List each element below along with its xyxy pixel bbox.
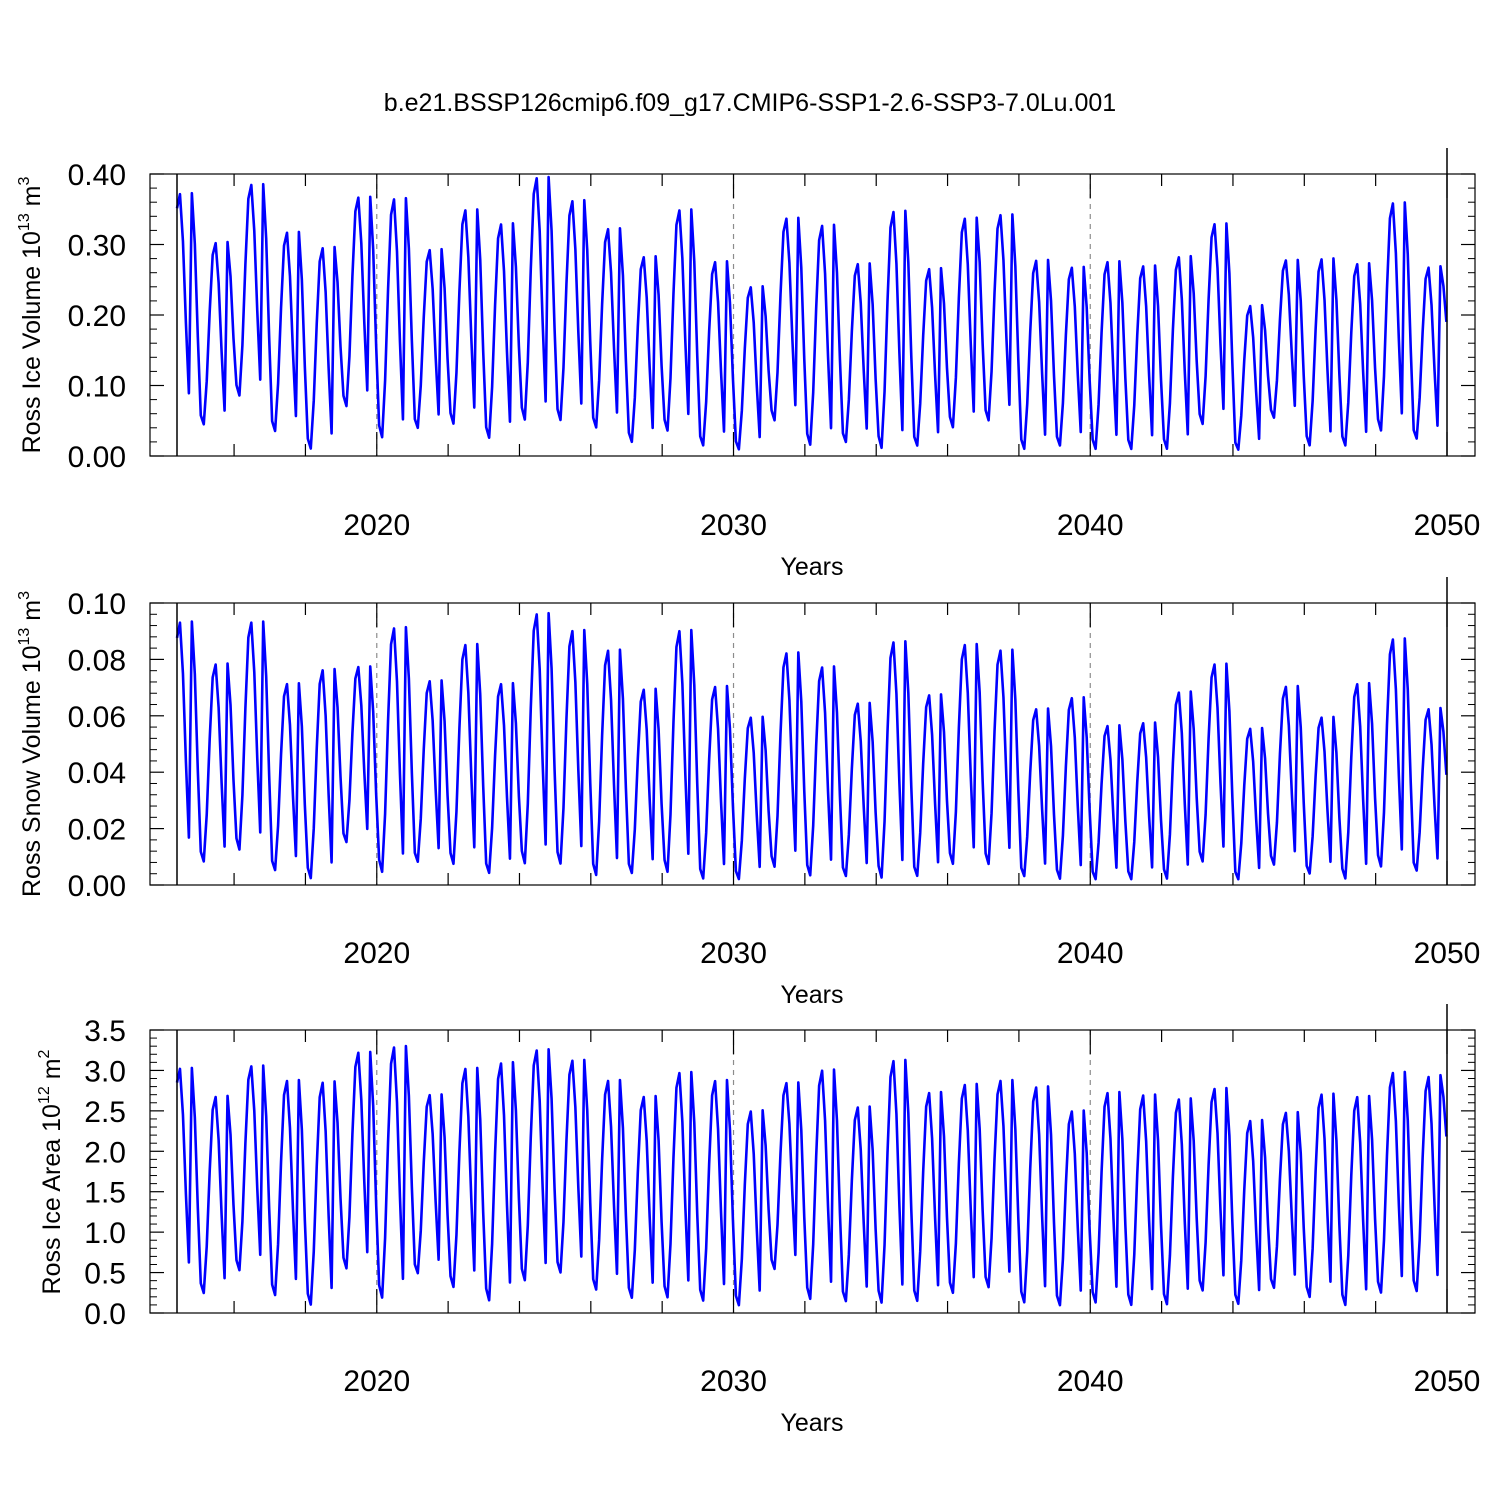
y-tick-label: 2.0	[84, 1136, 126, 1169]
y-tick-label: 0.10	[68, 588, 126, 621]
y-tick-label: 3.0	[84, 1055, 126, 1088]
y-tick-label: 0.04	[68, 757, 126, 790]
y-tick-label: 0.20	[68, 300, 126, 333]
x-tick-label: 2030	[700, 937, 767, 970]
x-tick-label: 2030	[700, 1365, 767, 1398]
x-tick-label: 2020	[343, 937, 410, 970]
x-tick-label: 2050	[1414, 509, 1481, 542]
y-tick-label: 0.10	[68, 371, 126, 404]
x-tick-label: 2020	[343, 1365, 410, 1398]
x-axis-label: Years	[780, 553, 843, 581]
y-axis-label: Ross Ice Area 1012 m2	[36, 1049, 66, 1294]
y-tick-label: 0.30	[68, 230, 126, 263]
series-line	[175, 175, 1448, 451]
panel-ross-snow-volume: Ross Snow Volume 1013 m3 Years 0.00 0.02 0…	[16, 577, 1480, 1009]
y-tick-label: 0.00	[68, 441, 126, 474]
y-tick-label: 0.06	[68, 701, 126, 734]
y-tick-label: 0.0	[84, 1298, 126, 1331]
y-tick-label: 3.5	[84, 1015, 126, 1048]
figure-title: b.e21.BSSP126cmip6.f09_g17.CMIP6-SSP1-2.…	[384, 89, 1116, 117]
x-tick-label: 2030	[700, 509, 767, 542]
plot-frame	[149, 602, 1476, 886]
x-tick-label: 2040	[1057, 937, 1124, 970]
y-tick-label: 1.0	[84, 1217, 126, 1250]
x-tick-label: 2040	[1057, 1365, 1124, 1398]
y-axis-label: Ross Snow Volume 1013 m3	[16, 591, 46, 897]
y-tick-label: 0.5	[84, 1258, 126, 1291]
x-tick-label: 2050	[1414, 1365, 1481, 1398]
x-axis-label: Years	[780, 1409, 843, 1437]
x-tick-label: 2050	[1414, 937, 1481, 970]
x-axis-label: Years	[780, 981, 843, 1009]
plot-frame	[149, 1029, 1476, 1314]
y-tick-label: 0.08	[68, 644, 126, 677]
x-tick-label: 2040	[1057, 509, 1124, 542]
x-tick-label: 2020	[343, 509, 410, 542]
y-tick-label: 0.02	[68, 814, 126, 847]
panel-ross-ice-volume: Ross Ice Volume 1013 m3 Years 0.00 0.10 0.…	[16, 148, 1480, 581]
series-line	[175, 611, 1448, 881]
y-axis-label: Ross Ice Volume 1013 m3	[16, 176, 46, 453]
series-line	[175, 1044, 1448, 1307]
y-tick-label: 0.40	[68, 159, 126, 192]
panel-ross-ice-area: Ross Ice Area 1012 m2 Years 0.0 0.5 1.0 1.5…	[36, 1004, 1480, 1437]
y-tick-label: 2.5	[84, 1096, 126, 1129]
y-tick-label: 1.5	[84, 1177, 126, 1210]
y-tick-label: 0.00	[68, 870, 126, 903]
